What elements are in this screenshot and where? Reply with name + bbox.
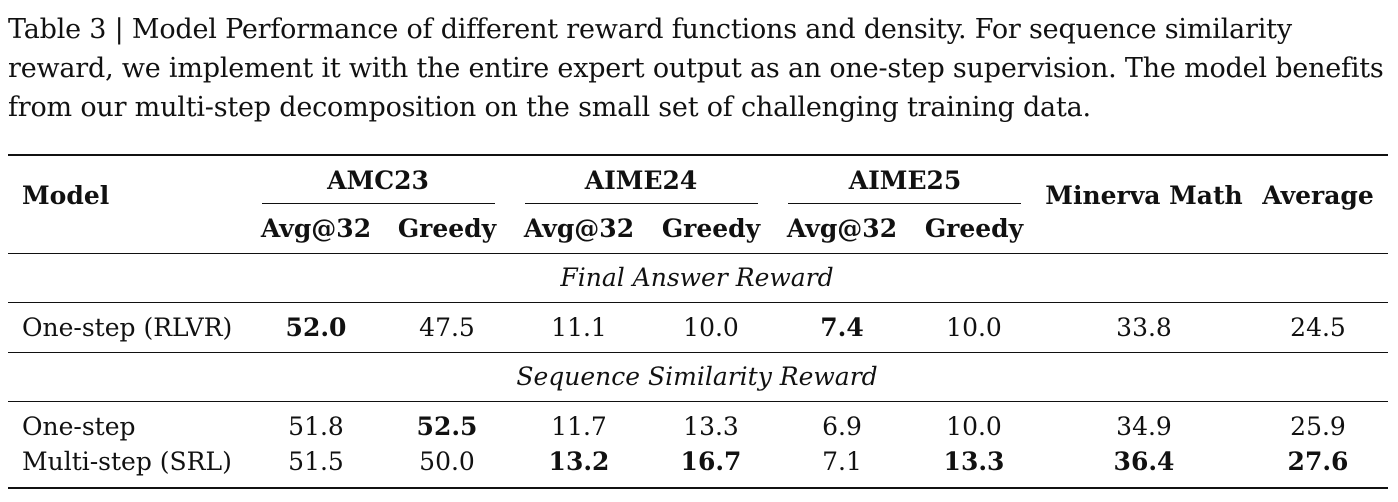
table-cell: 11.1 [551, 313, 607, 342]
table-cell: 52.5 [416, 412, 478, 441]
group-header-amc23: AMC23 [327, 166, 429, 195]
bottom-rule [8, 487, 1388, 489]
row-label: One-step (RLVR) [22, 313, 233, 342]
table-cell: 24.5 [1290, 313, 1346, 342]
table-cell: 27.6 [1287, 447, 1349, 476]
section-rule [8, 352, 1388, 353]
table-caption: Table 3 | Model Performance of different… [8, 14, 1384, 123]
table-cell: 6.9 [822, 412, 862, 441]
table-cell: 51.5 [288, 447, 344, 476]
table-cell: 13.3 [683, 412, 739, 441]
section-title: Final Answer Reward [560, 263, 834, 292]
minerva-header: Minerva Math [1045, 181, 1243, 210]
section-rule [8, 302, 1388, 303]
average-header: Average [1262, 181, 1374, 210]
top-rule [8, 154, 1388, 156]
table-cell: 47.5 [419, 313, 475, 342]
table-cell: 10.0 [683, 313, 739, 342]
table-cell: 25.9 [1290, 412, 1346, 441]
group-underline-aime25 [788, 203, 1021, 204]
sub-header: Avg@32 [260, 214, 372, 243]
table-cell: 36.4 [1113, 447, 1175, 476]
table-cell: 34.9 [1116, 412, 1172, 441]
sub-header: Greedy [397, 214, 497, 243]
group-header-aime24: AIME24 [584, 166, 698, 195]
group-underline-aime24 [525, 203, 758, 204]
table-cell: 33.8 [1116, 313, 1172, 342]
table-cell: 11.7 [551, 412, 607, 441]
header-rule [8, 253, 1388, 254]
table-cell: 13.3 [943, 447, 1005, 476]
sub-header: Greedy [924, 214, 1024, 243]
table-cell: 52.0 [285, 313, 347, 342]
table-cell: 10.0 [946, 313, 1002, 342]
row-label: One-step [22, 412, 136, 441]
group-underline-amc23 [262, 203, 495, 204]
sub-header: Avg@32 [786, 214, 898, 243]
row-label: Multi-step (SRL) [22, 447, 232, 476]
group-header-aime25: AIME25 [848, 166, 962, 195]
section-title: Sequence Similarity Reward [516, 362, 878, 391]
table-cell: 50.0 [419, 447, 475, 476]
table-cell: 7.4 [820, 313, 864, 342]
section-rule [8, 401, 1388, 402]
sub-header: Greedy [661, 214, 761, 243]
table-cell: 7.1 [822, 447, 862, 476]
table-cell: 10.0 [946, 412, 1002, 441]
model-header: Model [22, 181, 110, 210]
table-cell: 16.7 [680, 447, 742, 476]
sub-header: Avg@32 [523, 214, 635, 243]
table-cell: 51.8 [288, 412, 344, 441]
table-cell: 13.2 [548, 447, 610, 476]
